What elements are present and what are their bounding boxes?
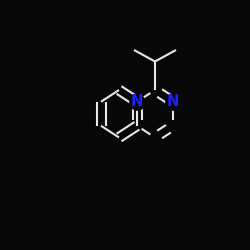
Text: N: N bbox=[167, 94, 179, 109]
Text: N: N bbox=[131, 94, 143, 109]
